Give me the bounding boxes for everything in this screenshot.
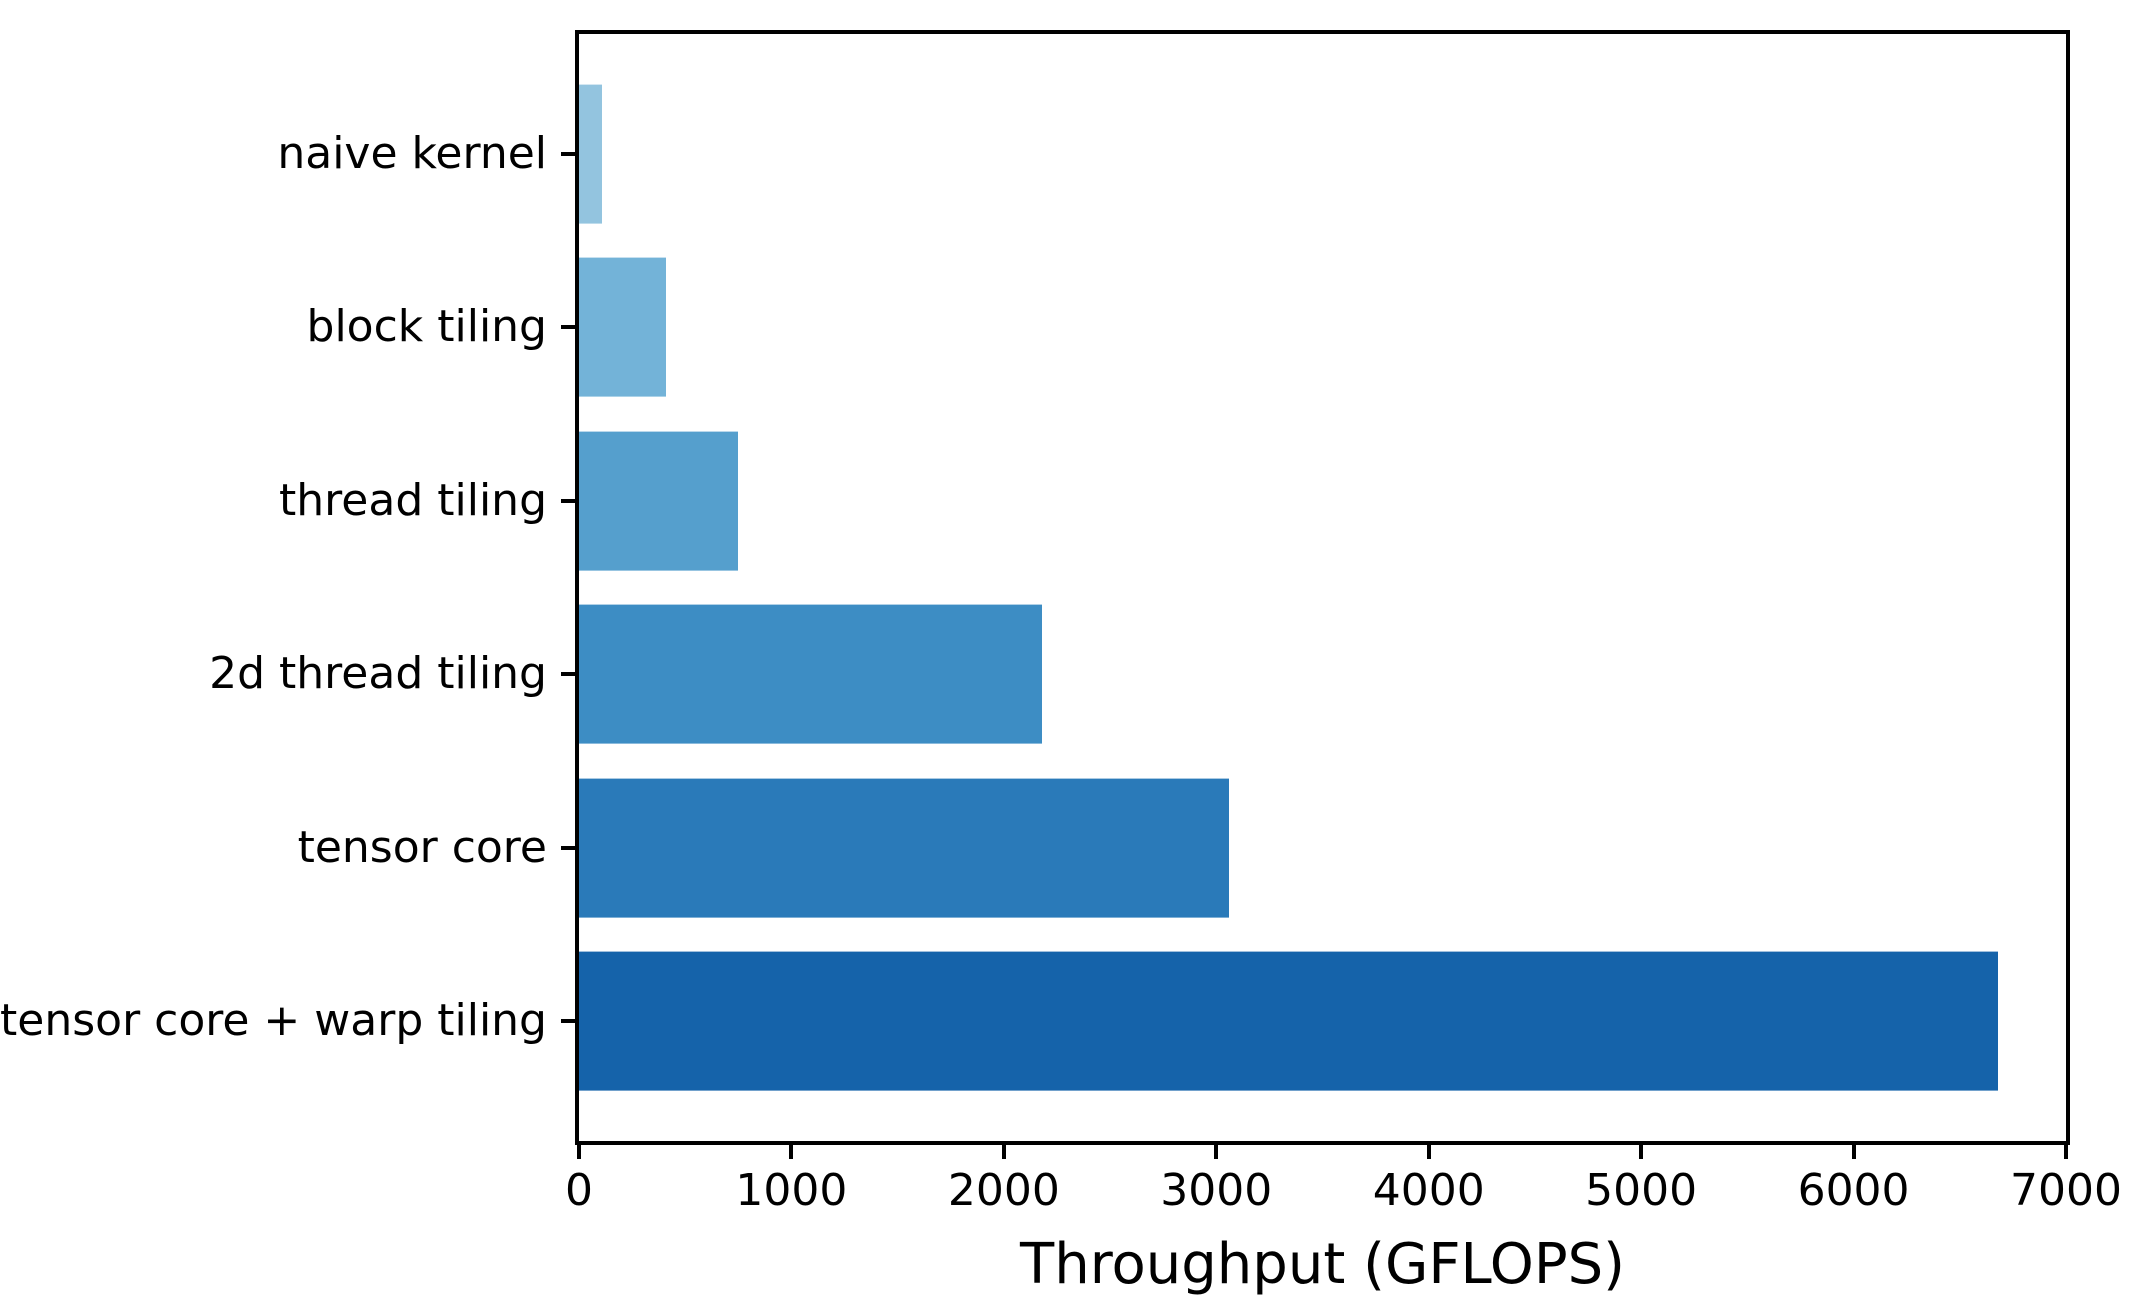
category-label: 2d thread tiling [209,648,547,700]
x-tick-label: 5000 [1585,1165,1698,1216]
category-label: block tiling [306,301,547,353]
x-tick-label: 2000 [947,1165,1060,1216]
y-axis-tick [561,672,575,677]
y-axis-tick [561,845,575,850]
x-axis-tick [2064,1145,2068,1159]
x-axis-tick [1639,1145,1644,1159]
category-label: tensor core [297,821,547,873]
x-axis-tick [789,1145,794,1159]
x-axis-tick [1001,1145,1006,1159]
x-axis-tick [1426,1145,1431,1159]
category-label: tensor core + warp tiling [0,995,547,1047]
category-label: naive kernel [277,127,547,179]
y-axis-tick [561,151,575,156]
x-axis-tick [577,1145,581,1159]
x-tick-label: 1000 [735,1165,848,1216]
bar [579,778,1230,918]
x-axis-tick [1851,1145,1856,1159]
y-axis-tick [561,1019,575,1024]
y-axis-tick [561,498,575,503]
plot-area: Throughput (GFLOPS) naive kernel block ti… [0,30,2122,1293]
bar [579,257,667,397]
x-axis-tick [1214,1145,1219,1159]
x-tick-label: 6000 [1797,1165,1910,1216]
bar [579,951,1999,1091]
x-tick-label: 4000 [1372,1165,1485,1216]
bar [579,431,739,571]
bar [579,84,603,224]
category-label: thread tiling [279,474,547,526]
y-axis-tick [561,325,575,330]
x-tick-label: 7000 [2010,1165,2122,1216]
bar [579,604,1043,744]
x-axis-title: Throughput (GFLOPS) [1020,1232,1625,1297]
x-tick-label: 0 [565,1165,593,1216]
x-tick-label: 3000 [1160,1165,1273,1216]
